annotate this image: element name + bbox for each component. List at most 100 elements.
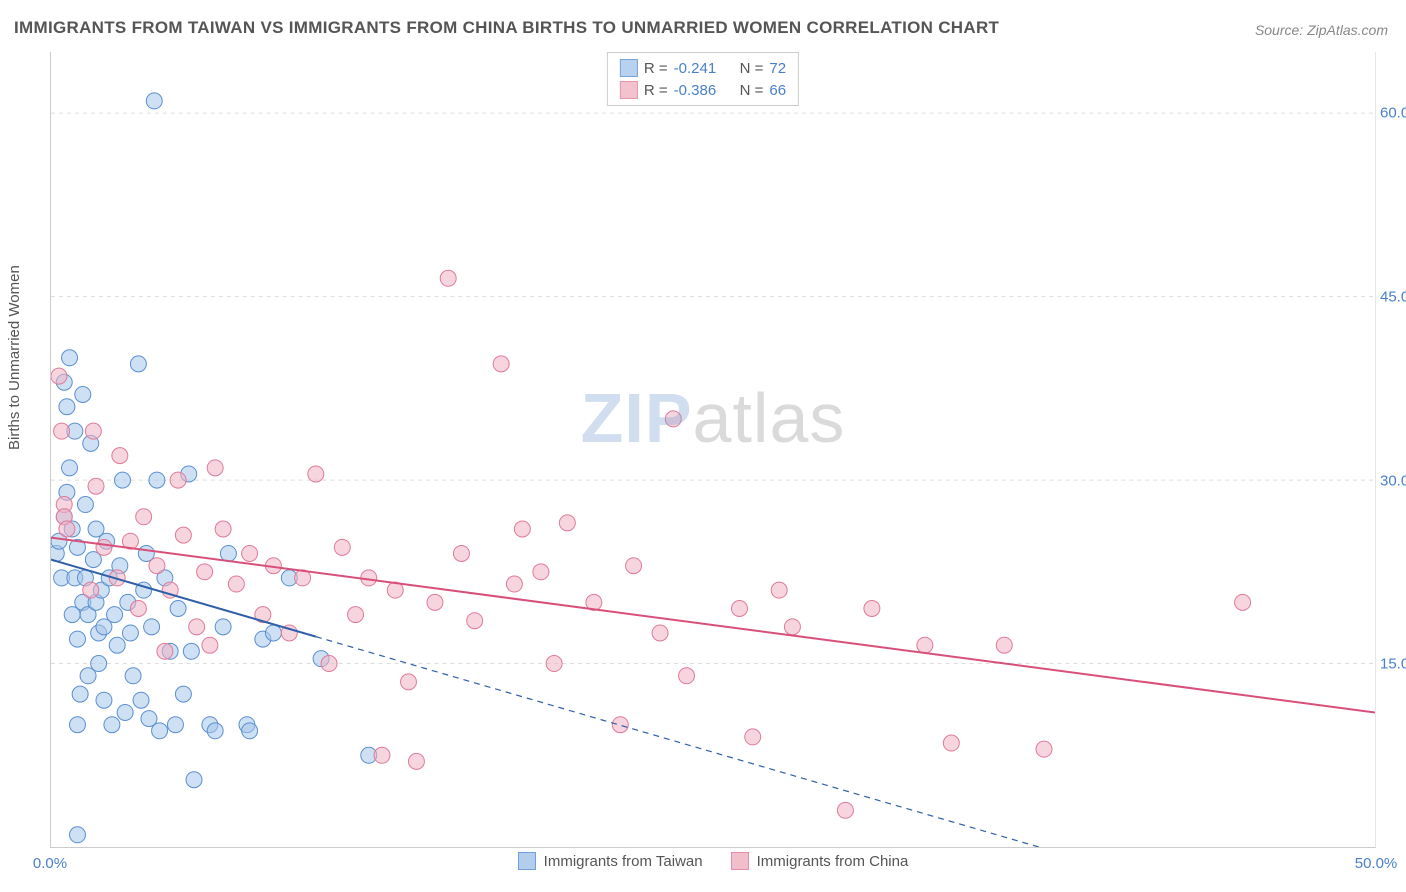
data-point xyxy=(54,423,70,439)
data-point xyxy=(107,607,123,623)
data-point xyxy=(1036,741,1052,757)
data-point xyxy=(514,521,530,537)
data-point xyxy=(72,686,88,702)
data-point xyxy=(62,460,78,476)
legend-correlation: R =-0.241N =72R =-0.386N =66 xyxy=(607,52,799,106)
data-point xyxy=(1235,594,1251,610)
data-point xyxy=(77,497,93,513)
trend-line xyxy=(51,538,1375,713)
data-point xyxy=(96,692,112,708)
data-point xyxy=(170,601,186,617)
legend-r-label: R = xyxy=(644,60,668,77)
legend-n-value: 72 xyxy=(769,60,786,77)
legend-correlation-row: R =-0.241N =72 xyxy=(620,57,786,79)
data-point xyxy=(109,637,125,653)
chart-plot-area: ZIPatlas 15.0%30.0%45.0%60.0% xyxy=(50,52,1376,848)
data-point xyxy=(112,448,128,464)
data-point xyxy=(157,643,173,659)
data-point xyxy=(745,729,761,745)
data-point xyxy=(85,423,101,439)
data-point xyxy=(175,527,191,543)
data-point xyxy=(144,619,160,635)
data-point xyxy=(83,582,99,598)
legend-series-label: Immigrants from Taiwan xyxy=(544,853,703,870)
legend-correlation-row: R =-0.386N =66 xyxy=(620,79,786,101)
data-point xyxy=(242,723,258,739)
data-point xyxy=(996,637,1012,653)
scatter-svg xyxy=(51,52,1375,847)
data-point xyxy=(115,472,131,488)
legend-swatch xyxy=(620,59,638,77)
data-point xyxy=(215,521,231,537)
data-point xyxy=(207,723,223,739)
data-point xyxy=(133,692,149,708)
data-point xyxy=(130,601,146,617)
data-point xyxy=(308,466,324,482)
data-point xyxy=(149,472,165,488)
y-tick-label: 60.0% xyxy=(1380,105,1406,122)
data-point xyxy=(104,717,120,733)
data-point xyxy=(440,270,456,286)
data-point xyxy=(69,827,85,843)
legend-r-label: R = xyxy=(644,82,668,99)
legend-swatch xyxy=(518,852,536,870)
data-point xyxy=(864,601,880,617)
data-point xyxy=(427,594,443,610)
data-point xyxy=(88,478,104,494)
data-point xyxy=(348,607,364,623)
data-point xyxy=(665,411,681,427)
legend-series-item: Immigrants from Taiwan xyxy=(518,852,703,870)
legend-r-value: -0.241 xyxy=(674,60,734,77)
data-point xyxy=(731,601,747,617)
data-point xyxy=(943,735,959,751)
data-point xyxy=(784,619,800,635)
data-point xyxy=(453,545,469,561)
data-point xyxy=(170,472,186,488)
data-point xyxy=(69,631,85,647)
data-point xyxy=(242,545,258,561)
data-point xyxy=(400,674,416,690)
legend-series: Immigrants from Taiwan Immigrants from Ch… xyxy=(50,852,1376,870)
data-point xyxy=(559,515,575,531)
data-point xyxy=(175,686,191,702)
data-point xyxy=(125,668,141,684)
data-point xyxy=(149,558,165,574)
data-point xyxy=(122,625,138,641)
data-point xyxy=(136,509,152,525)
data-point xyxy=(408,753,424,769)
data-point xyxy=(374,747,390,763)
data-point xyxy=(546,656,562,672)
data-point xyxy=(167,717,183,733)
data-point xyxy=(146,93,162,109)
y-tick-label: 30.0% xyxy=(1380,472,1406,489)
data-point xyxy=(215,619,231,635)
legend-r-value: -0.386 xyxy=(674,82,734,99)
y-tick-label: 45.0% xyxy=(1380,288,1406,305)
data-point xyxy=(771,582,787,598)
data-point xyxy=(265,625,281,641)
data-point xyxy=(197,564,213,580)
data-point xyxy=(96,539,112,555)
legend-series-label: Immigrants from China xyxy=(757,853,909,870)
data-point xyxy=(75,386,91,402)
data-point xyxy=(62,350,78,366)
data-point xyxy=(612,717,628,733)
data-point xyxy=(679,668,695,684)
data-point xyxy=(506,576,522,592)
y-tick-label: 15.0% xyxy=(1380,656,1406,673)
data-point xyxy=(837,802,853,818)
data-point xyxy=(117,704,133,720)
data-point xyxy=(321,656,337,672)
data-point xyxy=(130,356,146,372)
chart-title: IMMIGRANTS FROM TAIWAN VS IMMIGRANTS FRO… xyxy=(14,18,999,38)
data-point xyxy=(207,460,223,476)
data-point xyxy=(59,399,75,415)
data-point xyxy=(186,772,202,788)
data-point xyxy=(917,637,933,653)
data-point xyxy=(626,558,642,574)
legend-swatch xyxy=(731,852,749,870)
trend-line-extrapolated xyxy=(316,637,1039,847)
data-point xyxy=(51,368,67,384)
y-axis-title: Births to Unmarried Women xyxy=(6,265,23,450)
data-point xyxy=(467,613,483,629)
